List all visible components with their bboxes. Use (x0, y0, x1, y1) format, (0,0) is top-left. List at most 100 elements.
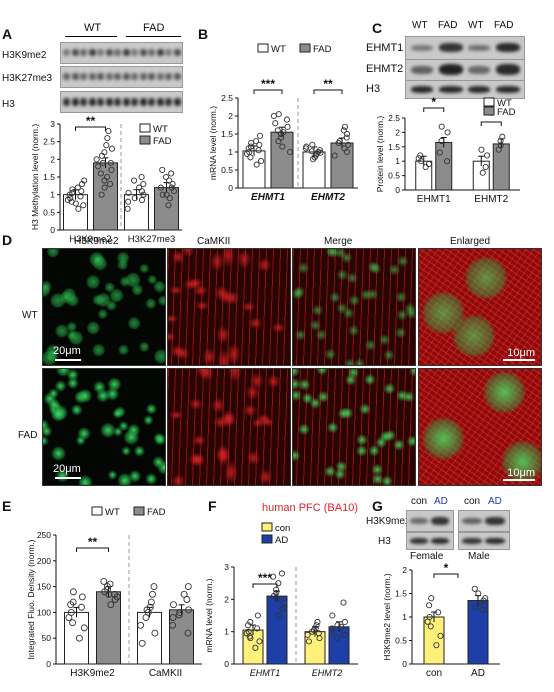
panel-g-sex-male: Male (468, 551, 490, 562)
category-label: H3K9me2 (70, 668, 115, 679)
blot-band (105, 98, 113, 106)
data-point (345, 141, 352, 148)
blot-band (105, 73, 113, 80)
data-point (436, 149, 443, 156)
data-point (74, 184, 81, 191)
category-label: AD (471, 668, 485, 679)
data-point (438, 137, 445, 145)
micrograph-enlarged-fad: 10μm (418, 368, 542, 486)
data-point (311, 627, 318, 634)
data-point (104, 173, 111, 181)
data-point (482, 163, 489, 171)
legend-label: AD (275, 535, 288, 546)
data-point (111, 590, 118, 598)
data-point (329, 612, 336, 619)
data-point (78, 593, 86, 601)
legend-swatch (91, 506, 103, 516)
blot-band (165, 73, 172, 80)
data-point (184, 629, 192, 637)
data-point (246, 148, 253, 156)
y-tick-label: 150 (37, 582, 51, 592)
data-point (433, 642, 440, 649)
data-point (444, 158, 451, 165)
data-point (254, 625, 261, 632)
category-label: EHMT1 (251, 192, 285, 203)
data-point (104, 135, 111, 142)
y-axis-label: Integrated Fluo. Density (norm.) (26, 539, 36, 659)
data-point (475, 590, 482, 597)
data-point (131, 177, 138, 184)
panel-g-sex-female: Female (410, 551, 444, 562)
y-tick-label: 2.5 (388, 113, 400, 123)
panel-a-group-wt: WT (84, 22, 102, 34)
data-point (279, 143, 286, 150)
y-tick-label: 0 (224, 659, 229, 669)
y-tick-label: 0 (50, 225, 55, 235)
y-tick-label: 0.5 (221, 165, 233, 175)
panel-g-lane-1: con (411, 496, 428, 507)
data-point (312, 625, 319, 632)
data-point (107, 159, 114, 166)
micrograph-h3k9me2-fad: 20μm (42, 368, 166, 486)
blot-band (462, 538, 482, 544)
data-point (151, 629, 159, 637)
blot-band (411, 45, 433, 51)
legend-swatch (261, 534, 273, 544)
data-point (176, 608, 184, 616)
data-point (157, 184, 164, 191)
data-point (304, 631, 311, 638)
blot-band (97, 49, 104, 56)
data-point (417, 152, 424, 159)
data-point (335, 139, 342, 147)
data-point (274, 596, 281, 603)
category-label: H3K9me2 (69, 234, 111, 245)
data-point (254, 612, 261, 619)
panel-d-row-wt: WT (22, 310, 38, 321)
micrograph-camkii-wt (167, 248, 291, 366)
blot-band (80, 98, 87, 106)
data-point (78, 188, 85, 195)
micrograph-camkii-fad (167, 368, 291, 486)
data-point (184, 583, 192, 591)
panel-a-blot-label-3: H3 (2, 99, 15, 110)
data-point (275, 580, 282, 587)
y-tick-label: 2 (402, 565, 407, 575)
blot-band (80, 73, 87, 80)
data-point (108, 145, 116, 152)
blot-band (114, 49, 121, 56)
bar-FAD-CaMKII (169, 609, 194, 665)
significance-label: *** (258, 571, 272, 585)
scale-bar-label: 10μm (507, 467, 535, 479)
blot-band (131, 98, 138, 106)
data-point (435, 609, 442, 616)
significance-bracket (76, 547, 109, 552)
data-point (247, 618, 254, 626)
blot-band (468, 66, 490, 74)
category-label: EHMT1 (417, 194, 451, 205)
significance-label: * (489, 109, 494, 123)
data-point (131, 195, 138, 202)
data-point (247, 154, 254, 161)
data-point (163, 191, 170, 198)
data-point (72, 200, 79, 207)
data-point (284, 123, 291, 130)
data-point (140, 191, 147, 198)
data-point (75, 205, 82, 212)
blot-band (156, 98, 164, 106)
panel-c-blot-label-2: EHMT2 (366, 63, 404, 75)
data-point (93, 156, 100, 163)
blot-band (88, 49, 96, 56)
data-point (308, 148, 315, 155)
data-point (303, 143, 310, 150)
panel-c-lane-1: WT (412, 20, 428, 31)
data-point (275, 612, 282, 619)
panel-c-lane-4: FAD (494, 20, 514, 31)
scale-bar-label: 10μm (507, 347, 535, 359)
data-point (438, 123, 445, 130)
blot-band (411, 86, 433, 93)
blot-band (148, 98, 155, 106)
panel-a-blot-h3 (60, 91, 183, 113)
